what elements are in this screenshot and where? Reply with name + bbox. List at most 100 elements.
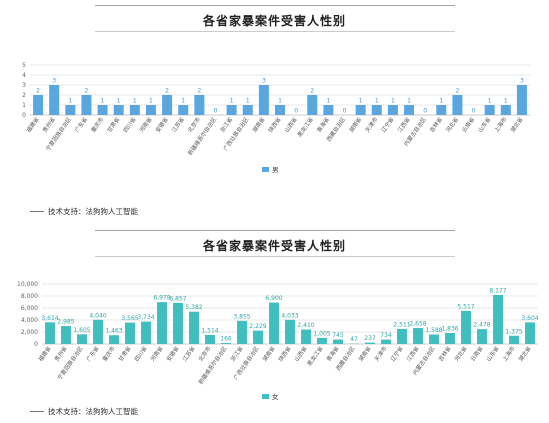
x-tick-label: 广东省 xyxy=(84,344,100,363)
x-tick-label: 河北省 xyxy=(444,115,460,134)
bar xyxy=(205,334,215,344)
y-tick-label: 2 xyxy=(22,92,26,99)
y-tick-label: 6,000 xyxy=(21,305,38,312)
x-tick-label: 重庆市 xyxy=(100,344,116,363)
data-label: 1,588 xyxy=(425,327,442,334)
data-label: 6,978 xyxy=(153,295,170,302)
x-tick-label: 甘肃省 xyxy=(116,344,132,363)
y-tick-label: 8,000 xyxy=(21,293,38,300)
x-tick-label: 湖南省 xyxy=(260,344,276,363)
data-label: 0 xyxy=(472,108,476,115)
title-rule-bottom xyxy=(95,31,455,32)
data-label: 2 xyxy=(197,88,201,95)
x-tick-label: 江苏省 xyxy=(170,115,186,134)
bar xyxy=(226,105,237,115)
x-tick-label: 吉林省 xyxy=(436,344,452,363)
bar xyxy=(178,105,189,115)
bar xyxy=(500,105,511,115)
footer-credit: 技术支持：法狗狗人工智能 xyxy=(48,407,138,416)
y-tick-label: 3 xyxy=(22,82,26,89)
data-label: 1,605 xyxy=(73,327,90,334)
bar xyxy=(365,342,375,344)
data-label: 734 xyxy=(380,332,392,339)
bar xyxy=(194,95,205,115)
data-label: 1 xyxy=(278,98,282,105)
bar xyxy=(509,335,519,344)
data-label: 1 xyxy=(326,98,330,105)
data-label: 1 xyxy=(101,98,105,105)
bar xyxy=(387,105,398,115)
data-label: 0 xyxy=(423,108,427,115)
data-label: 5,382 xyxy=(185,304,202,311)
x-tick-label: 辽宁省 xyxy=(388,344,404,363)
bar xyxy=(49,85,60,115)
data-label: 745 xyxy=(332,332,344,339)
bar xyxy=(381,339,391,344)
footer-credit: 技术支持：法狗狗人工智能 xyxy=(48,207,138,216)
bar xyxy=(436,105,447,115)
x-tick-label: 江西省 xyxy=(404,344,420,363)
data-label: 1 xyxy=(488,98,492,105)
bar xyxy=(445,332,455,344)
bar xyxy=(317,337,327,344)
data-label: 6,900 xyxy=(265,295,282,302)
data-label: 1 xyxy=(375,98,379,105)
legend-label: 男 xyxy=(272,166,279,174)
data-label: 2 xyxy=(36,88,40,95)
x-tick-label: 新疆维吾尔自治区 xyxy=(196,344,228,386)
data-label: 2 xyxy=(456,88,460,95)
title-rule-top xyxy=(95,5,455,6)
bar xyxy=(484,105,495,115)
x-tick-label: 湖北省 xyxy=(508,115,524,134)
bar xyxy=(173,302,183,344)
data-label: 1,375 xyxy=(505,328,522,335)
data-label: 3 xyxy=(262,78,266,85)
bar xyxy=(221,343,231,344)
bar xyxy=(477,329,487,344)
x-tick-label: 上海市 xyxy=(500,344,516,363)
data-label: 1 xyxy=(133,98,137,105)
x-tick-label: 天津市 xyxy=(372,344,388,363)
bar xyxy=(307,95,318,115)
bar xyxy=(355,105,366,115)
data-label: 0 xyxy=(343,108,347,115)
x-tick-label: 四川省 xyxy=(121,115,137,134)
data-label: 2,985 xyxy=(57,319,74,326)
x-tick-label: 湖南省 xyxy=(250,115,266,134)
bar xyxy=(65,105,76,115)
bar xyxy=(125,322,135,344)
bar xyxy=(45,322,55,344)
bar xyxy=(145,105,156,115)
footer-dash xyxy=(30,411,44,412)
bar xyxy=(81,95,92,115)
bar xyxy=(242,105,253,115)
y-tick-label: 2,000 xyxy=(21,329,38,336)
data-label: 166 xyxy=(220,336,232,343)
x-tick-label: 吉林省 xyxy=(428,115,444,134)
bar xyxy=(33,95,44,115)
bar xyxy=(113,105,124,115)
x-tick-label: 湖南省 xyxy=(356,344,372,363)
x-tick-label: 黑龙江省 xyxy=(296,115,316,138)
x-tick-label: 湖北省 xyxy=(516,344,532,363)
bar xyxy=(493,294,503,344)
data-label: 2,229 xyxy=(249,323,266,330)
data-label: 3,604 xyxy=(521,315,538,322)
x-tick-label: 福建省 xyxy=(25,115,41,134)
legend-swatch xyxy=(262,167,269,172)
x-tick-label: 甘肃省 xyxy=(105,115,121,134)
data-label: 2 xyxy=(310,88,314,95)
x-tick-label: 安徽省 xyxy=(164,344,180,363)
x-tick-label: 青海省 xyxy=(324,344,340,363)
y-tick-label: 4,000 xyxy=(21,317,38,324)
bar xyxy=(452,95,463,115)
data-label: 1,005 xyxy=(313,330,330,337)
bar xyxy=(301,329,311,344)
x-tick-label: 贵州省 xyxy=(41,115,57,134)
x-tick-label: 河北省 xyxy=(452,344,468,363)
data-label: 1,463 xyxy=(105,328,122,335)
data-label: 3,565 xyxy=(121,315,138,322)
data-label: 1 xyxy=(439,98,443,105)
data-label: 2,511 xyxy=(393,321,410,328)
x-tick-label: 青海省 xyxy=(315,115,331,134)
